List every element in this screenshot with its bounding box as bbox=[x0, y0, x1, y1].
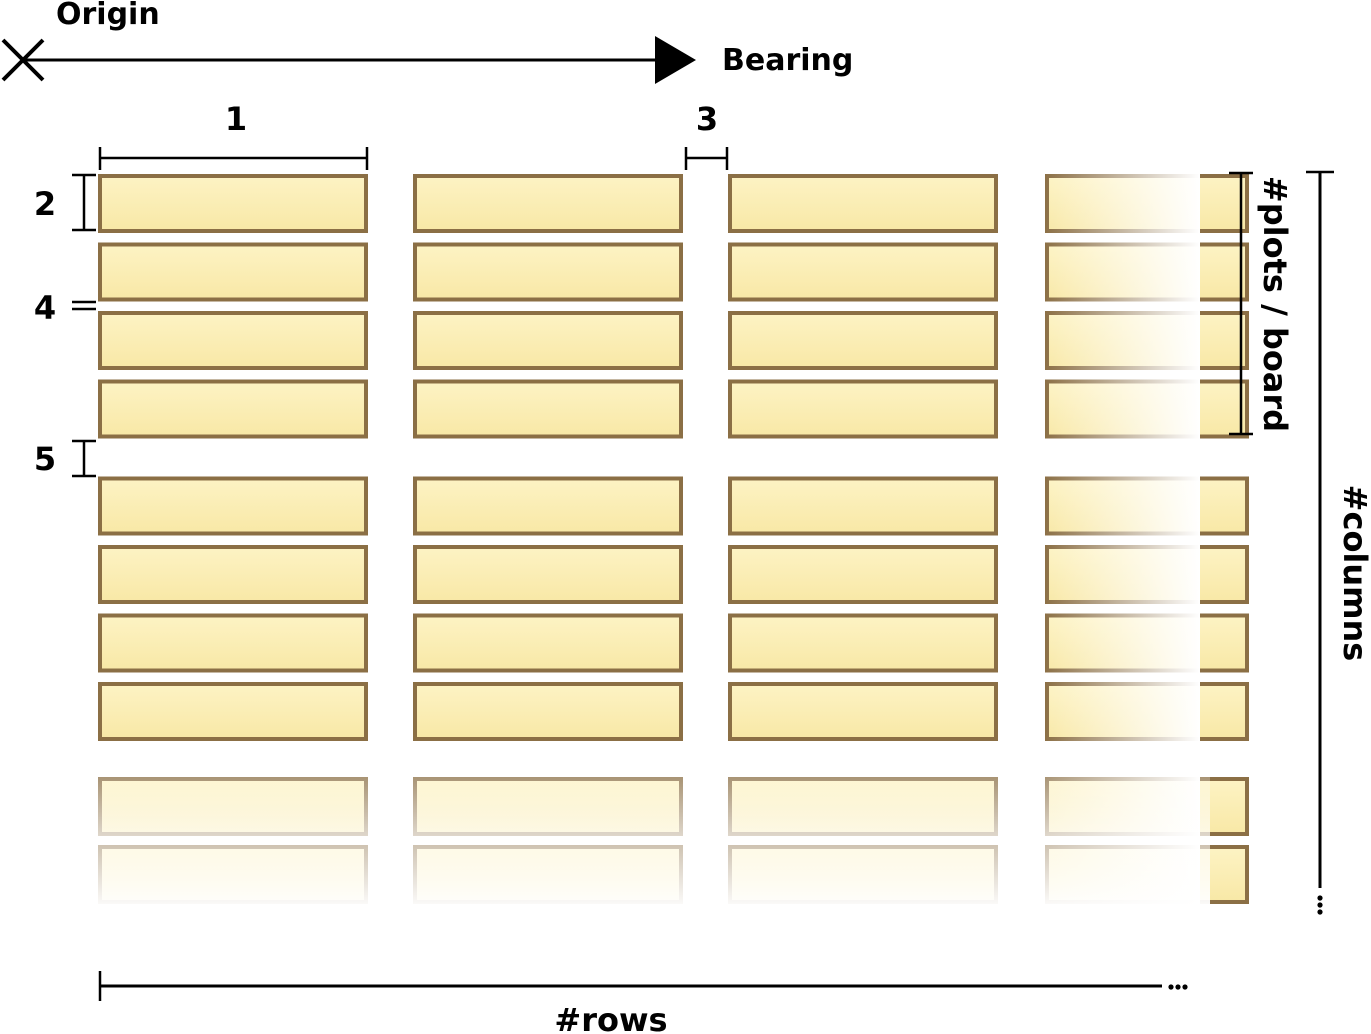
plot-rect bbox=[98, 545, 368, 604]
plot-rect bbox=[98, 174, 368, 233]
plot-rect bbox=[413, 682, 683, 741]
plot-rect bbox=[728, 613, 998, 673]
dimension-3-bracket bbox=[684, 147, 729, 170]
plot-rect bbox=[98, 379, 368, 439]
plot-rect bbox=[98, 311, 368, 370]
plot-rect bbox=[728, 682, 998, 741]
plot-rect bbox=[98, 476, 368, 536]
dimension-1-label: 1 bbox=[225, 100, 247, 138]
plot-rect bbox=[98, 682, 368, 741]
plot-rect bbox=[98, 242, 368, 302]
plot-rect bbox=[413, 613, 683, 673]
plot-rect bbox=[413, 242, 683, 302]
plots-per-board-label: #plots / board bbox=[1256, 176, 1294, 432]
plot-rect bbox=[413, 311, 683, 370]
dimension-3-label: 3 bbox=[696, 100, 718, 138]
plot-rect bbox=[728, 311, 998, 370]
dimension-4-label: 4 bbox=[34, 289, 56, 327]
plot-rect bbox=[413, 545, 683, 604]
dimension-1-bracket bbox=[98, 147, 369, 170]
dimension-2-label: 2 bbox=[34, 185, 56, 223]
columns-label: #columns bbox=[1336, 485, 1371, 662]
bottom-fade-overlay-2 bbox=[90, 840, 1210, 910]
plot-rect bbox=[728, 476, 998, 536]
bearing-arrowhead-icon bbox=[655, 36, 696, 84]
rows-axis bbox=[98, 971, 1188, 1001]
origin-marker-icon bbox=[1, 38, 45, 82]
bearing-label: Bearing bbox=[722, 43, 853, 78]
columns-axis bbox=[1306, 170, 1334, 915]
dimension-2-bracket bbox=[72, 173, 96, 232]
plot-rect bbox=[728, 379, 998, 439]
plots-per-board-bracket bbox=[1229, 171, 1253, 436]
plot-rect bbox=[413, 379, 683, 439]
rows-label: #rows bbox=[554, 1001, 667, 1034]
bottom-fade-overlay-1 bbox=[90, 770, 1210, 840]
plot-rect bbox=[98, 613, 368, 673]
dimension-5-bracket bbox=[72, 439, 96, 478]
plot-rect bbox=[728, 242, 998, 302]
plot-rect bbox=[413, 174, 683, 233]
plot-rect bbox=[728, 545, 998, 604]
origin-label: Origin bbox=[56, 0, 160, 32]
plot-rect bbox=[413, 476, 683, 536]
plot-rect bbox=[728, 174, 998, 233]
dimension-4-bracket bbox=[72, 300, 96, 311]
dimension-5-label: 5 bbox=[34, 440, 56, 478]
